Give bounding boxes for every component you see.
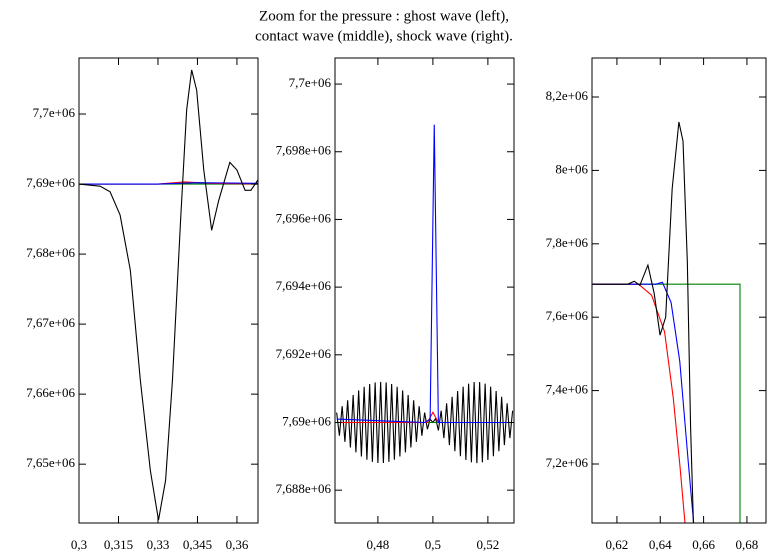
y-tick-label: 7,6e+06 xyxy=(546,308,589,323)
x-tick-label: 0,5 xyxy=(425,537,441,552)
series-line xyxy=(592,121,694,523)
series-line xyxy=(336,381,514,464)
x-tick-label: 0,3 xyxy=(71,537,87,552)
plot-frame xyxy=(591,57,767,524)
y-tick-label: 7,68e+06 xyxy=(26,245,75,260)
series-line xyxy=(336,124,513,424)
series-line xyxy=(79,69,258,521)
y-tick-label: 7,696e+06 xyxy=(276,210,332,225)
y-tick-label: 8e+06 xyxy=(555,161,588,176)
y-tick-label: 7,688e+06 xyxy=(276,481,332,496)
x-tick-label: 0,315 xyxy=(104,537,133,552)
series-line xyxy=(592,281,695,523)
y-tick-label: 7,67e+06 xyxy=(26,315,75,330)
y-tick-label: 7,7e+06 xyxy=(33,105,76,120)
chart-title: contact wave (middle), shock wave (right… xyxy=(255,28,513,44)
x-tick-label: 0,52 xyxy=(477,537,500,552)
x-tick-label: 0,62 xyxy=(606,537,629,552)
x-tick-label: 0,64 xyxy=(649,537,672,552)
y-tick-label: 8,2e+06 xyxy=(546,88,589,103)
y-tick-label: 7,694e+06 xyxy=(276,278,332,293)
y-tick-label: 7,4e+06 xyxy=(546,382,589,397)
y-tick-label: 7,66e+06 xyxy=(26,385,75,400)
y-tick-label: 7,8e+06 xyxy=(546,235,589,250)
x-tick-label: 0,48 xyxy=(367,537,390,552)
x-tick-label: 0,68 xyxy=(736,537,759,552)
y-tick-label: 7,7e+06 xyxy=(289,75,332,90)
x-tick-label: 0,33 xyxy=(147,537,170,552)
plot-frame xyxy=(78,57,259,524)
y-tick-label: 7,69e+06 xyxy=(26,175,75,190)
series-line xyxy=(592,283,741,523)
y-tick-label: 7,69e+06 xyxy=(282,413,331,428)
y-tick-label: 7,698e+06 xyxy=(276,143,332,158)
y-tick-label: 7,65e+06 xyxy=(26,455,75,470)
x-tick-label: 0,345 xyxy=(183,537,212,552)
y-tick-label: 7,692e+06 xyxy=(276,346,332,361)
series-line xyxy=(592,283,686,523)
chart-title: Zoom for the pressure : ghost wave (left… xyxy=(259,8,509,24)
series-line xyxy=(79,182,258,185)
x-tick-label: 0,66 xyxy=(692,537,715,552)
y-tick-label: 7,2e+06 xyxy=(546,455,589,470)
x-tick-label: 0,36 xyxy=(226,537,249,552)
plot-frame xyxy=(334,57,515,524)
